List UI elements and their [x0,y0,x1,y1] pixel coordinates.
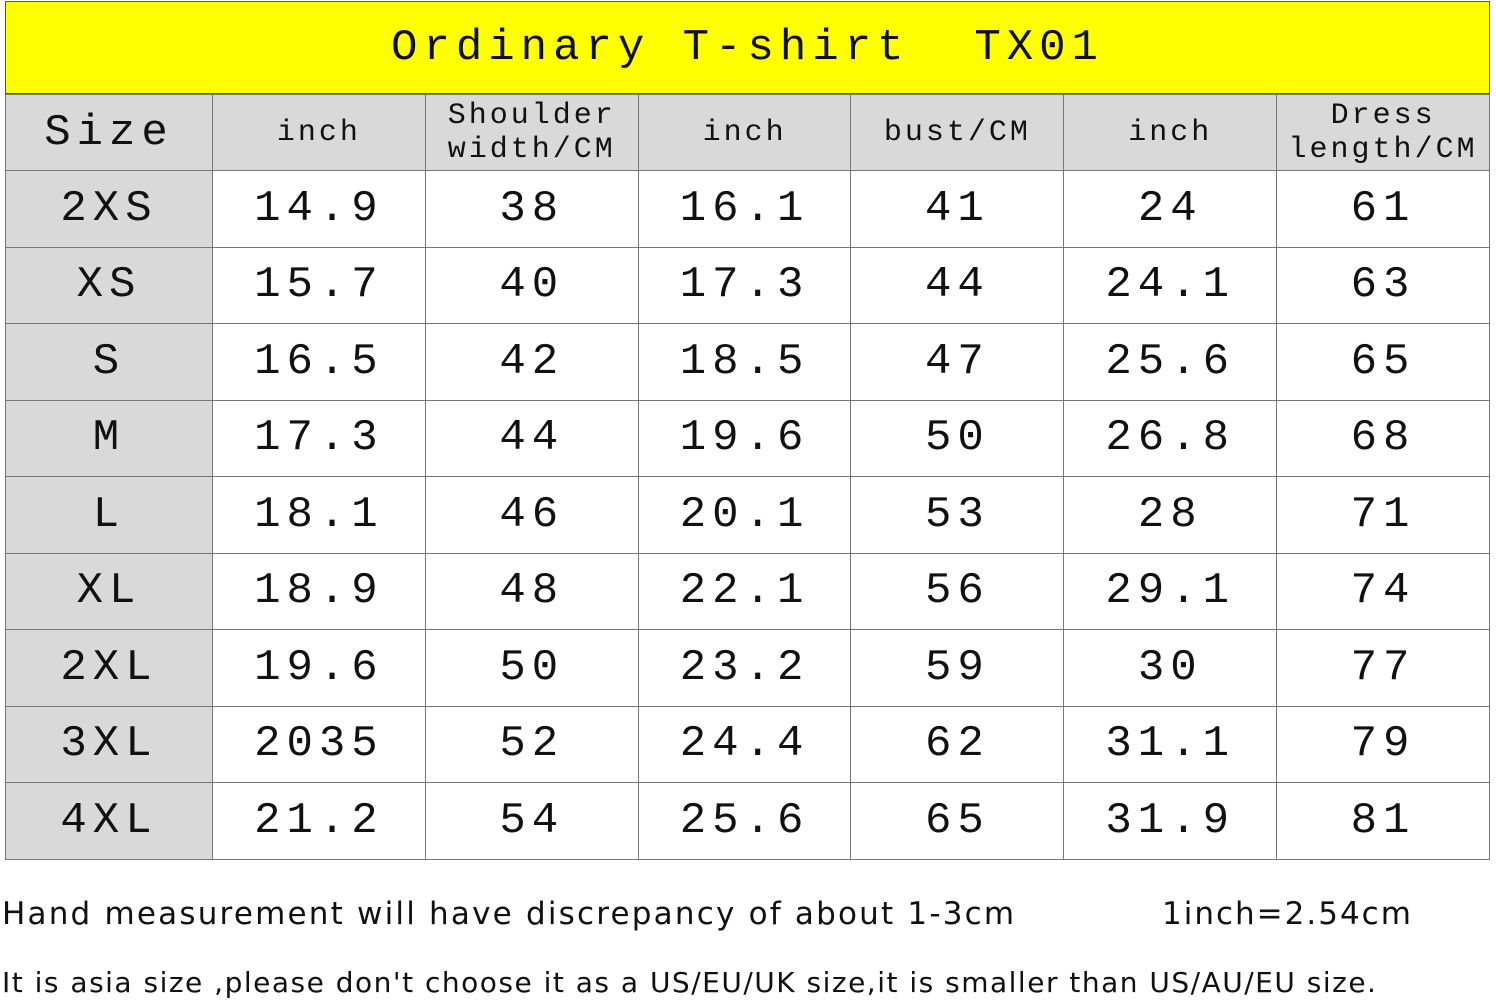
table-cell: 50 [424,629,639,707]
table-cell: 71 [1276,476,1490,554]
table-cell: 31.9 [1063,782,1278,860]
table-cell: 63 [1276,246,1490,324]
table-cell: 68 [1276,399,1490,477]
header-row: Size inch Shoulder width/CM inch bust/CM inch… [5,94,1490,171]
size-label: 4XL [5,782,213,860]
column-header: inch [212,94,426,171]
table-cell: 44 [424,399,639,477]
chart-title: Ordinary T-shirt TX01 [5,1,1490,94]
table-cell: 42 [424,323,639,401]
table-cell: 24 [1063,170,1278,248]
table-row: S 16.5 42 18.5 47 25.6 65 [5,323,1490,401]
table-cell: 56 [850,552,1065,630]
table-cell: 2035 [212,705,426,783]
column-header: inch [1063,94,1278,171]
table-cell: 21.2 [212,782,426,860]
size-label: M [5,399,213,477]
table-cell: 31.1 [1063,705,1278,783]
table-row: 4XL 21.2 54 25.6 65 31.9 81 [5,782,1490,860]
table-cell: 54 [424,782,639,860]
table-cell: 19.6 [637,399,852,477]
asia-size-note: It is asia size ,please don't choose it … [2,966,1378,999]
table-cell: 18.5 [637,323,852,401]
table-cell: 30 [1063,629,1278,707]
table-cell: 17.3 [637,246,852,324]
conversion-note: 1inch=2.54cm [1162,896,1413,932]
table-cell: 46 [424,476,639,554]
size-label: 2XL [5,629,213,707]
table-row: XL 18.9 48 22.1 56 29.1 74 [5,552,1490,630]
table-row: M 17.3 44 19.6 50 26.8 68 [5,399,1490,477]
size-label: 3XL [5,705,213,783]
table-cell: 16.1 [637,170,852,248]
table-cell: 25.6 [1063,323,1278,401]
size-label: S [5,323,213,401]
table-cell: 18.9 [212,552,426,630]
table-cell: 24.1 [1063,246,1278,324]
table-cell: 40 [424,246,639,324]
column-header: Shoulder width/CM [424,94,639,171]
table-cell: 24.4 [637,705,852,783]
table-cell: 23.2 [637,629,852,707]
table-row: 3XL 2035 52 24.4 62 31.1 79 [5,705,1490,783]
table-cell: 44 [850,246,1065,324]
table-row: 2XL 19.6 50 23.2 59 30 77 [5,629,1490,707]
table-cell: 59 [850,629,1065,707]
size-label: 2XS [5,170,213,248]
size-label: XL [5,552,213,630]
table-cell: 15.7 [212,246,426,324]
table-cell: 38 [424,170,639,248]
table-cell: 29.1 [1063,552,1278,630]
column-header: bust/CM [850,94,1065,171]
discrepancy-note: Hand measurement will have discrepancy o… [2,896,1017,932]
table-cell: 19.6 [212,629,426,707]
table-cell: 77 [1276,629,1490,707]
table-cell: 28 [1063,476,1278,554]
table-cell: 47 [850,323,1065,401]
column-header: Size [5,94,213,171]
table-cell: 65 [850,782,1065,860]
table-cell: 17.3 [212,399,426,477]
table-cell: 74 [1276,552,1490,630]
size-table: Size inch Shoulder width/CM inch bust/CM inch… [5,94,1490,860]
table-cell: 18.1 [212,476,426,554]
table-cell: 16.5 [212,323,426,401]
table-cell: 20.1 [637,476,852,554]
table-cell: 62 [850,705,1065,783]
table-cell: 53 [850,476,1065,554]
size-chart: Ordinary T-shirt TX01 Size inch Shoulder w… [5,1,1490,860]
table-cell: 61 [1276,170,1490,248]
table-row: XS 15.7 40 17.3 44 24.1 63 [5,246,1490,324]
table-cell: 52 [424,705,639,783]
table-cell: 14.9 [212,170,426,248]
table-cell: 79 [1276,705,1490,783]
table-cell: 48 [424,552,639,630]
table-cell: 26.8 [1063,399,1278,477]
column-header: inch [637,94,852,171]
table-cell: 50 [850,399,1065,477]
table-cell: 25.6 [637,782,852,860]
table-cell: 81 [1276,782,1490,860]
size-label: XS [5,246,213,324]
table-cell: 65 [1276,323,1490,401]
table-cell: 22.1 [637,552,852,630]
table-row: L 18.1 46 20.1 53 28 71 [5,476,1490,554]
table-row: 2XS 14.9 38 16.1 41 24 61 [5,170,1490,248]
column-header: Dress length/CM [1276,94,1490,171]
size-label: L [5,476,213,554]
table-cell: 41 [850,170,1065,248]
